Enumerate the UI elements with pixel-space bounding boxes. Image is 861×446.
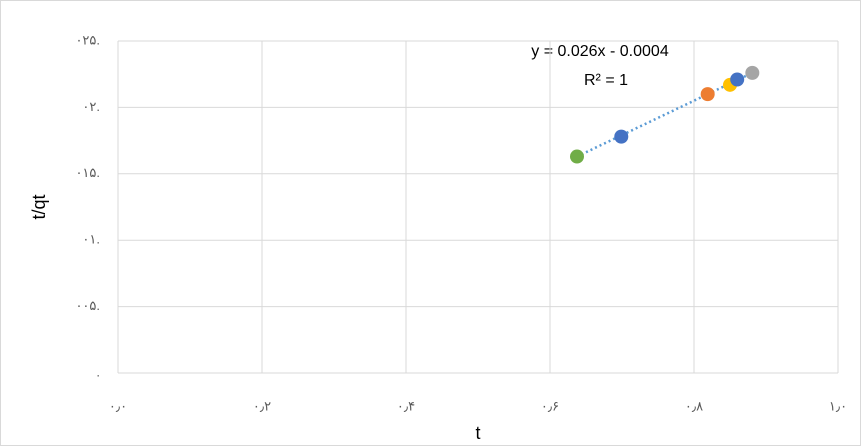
- x-tick-label: ۰٫۸: [685, 398, 703, 413]
- x-tick-label: ۰٫۶: [541, 398, 559, 413]
- point: [700, 87, 715, 102]
- point: [570, 149, 584, 164]
- point: [730, 72, 745, 87]
- x-axis-title: t: [475, 423, 480, 443]
- y-tick-label: ۰۱۵.: [75, 165, 100, 180]
- y-tick-label: ۰۰۵.: [75, 298, 100, 313]
- x-tick-label: ۰٫۲: [253, 398, 271, 413]
- point: [745, 65, 760, 80]
- y-tick-label: ۰۲.: [82, 99, 100, 114]
- r-squared: R² = 1: [584, 72, 628, 89]
- y-axis-title: t/qt: [29, 194, 49, 219]
- equation: y = 0.026x - 0.0004: [531, 43, 669, 60]
- x-tick-label: ۰٫۰: [109, 398, 127, 413]
- point: [614, 129, 629, 144]
- x-tick-label: ۰٫۴: [397, 398, 415, 413]
- y-tick-label: ۰۱.: [82, 232, 100, 247]
- trendline: [576, 71, 753, 158]
- y-tick-label: .: [96, 364, 100, 379]
- y-tick-label: ۰۲۵.: [75, 32, 100, 47]
- x-tick-label: ۱٫۰: [829, 398, 847, 413]
